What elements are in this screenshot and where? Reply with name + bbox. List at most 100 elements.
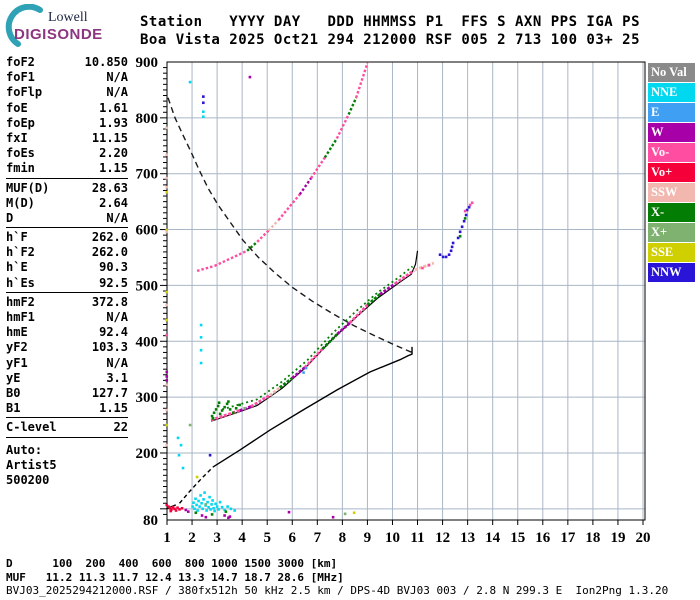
y-tick-label: 700 [136,167,159,183]
param-row-foe: foE 1.61 [6,101,128,116]
param-value: 1.61 [99,100,128,115]
param-row-foes: foEs 2.20 [6,146,128,161]
legend-item-nne: NNE [648,83,695,102]
param-label: h`F [6,230,28,245]
param-label: D [6,210,14,225]
header-line-1: Station YYYY DAY DDD HHMMSS P1 FFS S AXN… [140,14,641,30]
param-label: foFlp [6,85,43,100]
footer-muf-line: MUF 11.2 11.3 11.7 12.4 13.3 14.7 18.7 2… [6,570,344,584]
param-label: MUF(D) [6,180,50,195]
param-value: 372.8 [91,294,128,309]
param-row-foep: foEp 1.93 [6,116,128,131]
param-label: fxI [6,130,28,145]
param-label: foEs [6,146,35,161]
y-tick-label: 600 [136,223,159,239]
x-tick-label: 3 [213,530,221,546]
autoscaling-info: Auto: Artist5 500200 [6,443,128,489]
legend-item-x+: X+ [648,223,695,242]
footer-block: D 100 200 400 600 800 1000 1500 3000 [km… [6,557,668,598]
legend-item-e: E [648,103,695,122]
x-tick-label: 14 [485,530,501,546]
logo-lowell-text: Lowell [48,10,88,25]
param-group: C-level 22 [6,420,128,438]
x-tick-label: 20 [636,530,651,546]
auto-info-line: 500200 [6,473,50,488]
transmission-dashed-curve [167,97,413,354]
param-label: M(D) [6,195,35,210]
y-tick-label: 400 [136,334,159,350]
param-label: h`E [6,260,28,275]
param-value: 2.20 [99,146,128,161]
measurement-header: Station YYYY DAY DDD HHMMSS P1 FFS S AXN… [140,13,640,49]
param-value: 2.64 [99,195,128,210]
echo-scatter [165,75,474,520]
param-label: yF2 [6,340,28,355]
x-tick-label: 11 [410,530,424,546]
param-label: hmF1 [6,310,35,324]
param-row-h-f: h`F 262.0 [6,230,128,245]
param-label: foE [6,100,28,115]
param-row-fof1: foF1 N/A [6,70,128,85]
legend-item-ssw: SSW [648,183,695,202]
param-row-d: D N/A [6,211,128,226]
param-value: 3.1 [106,370,128,385]
direction-color-legend: No Val NNE E W Vo- Vo+ SSW X- X+ SSE NNW [648,63,695,283]
y-tick-label: 500 [136,278,159,294]
header-line-2: Boa Vista 2025 Oct21 294 212000 RSF 005 … [140,32,641,48]
param-label: yE [6,370,21,385]
param-row-fmin: fmin 1.15 [6,161,128,176]
x-tick-label: 12 [435,530,450,546]
param-row-c-level: C-level 22 [6,420,128,435]
param-label: C-level [6,420,57,435]
param-label: foEp [6,115,35,130]
param-row-hme: hmE 92.4 [6,325,128,340]
param-value: N/A [106,85,128,100]
x-tick-label: 13 [460,530,475,546]
param-row-ye: yE 3.1 [6,371,128,386]
param-label: hmF2 [6,294,35,309]
legend-item-x-: X- [648,203,695,222]
x-tick-label: 5 [263,530,271,546]
param-value: 90.3 [99,260,128,275]
true-height-profile [166,346,413,510]
param-value: 127.7 [91,385,128,400]
y-tick-label: 300 [136,390,159,406]
param-label: B1 [6,401,21,416]
plot-grid [167,62,645,520]
param-row-yf2: yF2 103.3 [6,340,128,355]
param-row-h-f2: h`F2 262.0 [6,245,128,260]
x-tick-label: 10 [385,530,400,546]
param-label: h`F2 [6,245,35,260]
y-tick-label: 200 [136,446,159,462]
param-value: 262.0 [91,245,128,260]
auto-info-line: Auto: [6,442,43,457]
auto-info-line: Artist5 [6,457,57,472]
legend-item-vo+: Vo+ [648,163,695,182]
footer-file-info-line: BVJ03_2025294212000.RSF / 380fx512h 50 k… [6,584,669,597]
x-tick-label: 6 [289,530,297,546]
x-tick-label: 7 [314,530,322,546]
param-row-foflp: foFlp N/A [6,85,128,100]
param-row-h-es: h`Es 92.5 [6,276,128,291]
param-group: foF2 10.850 foF1 N/A foFlp N/A foE 1.61 foEp 1.93… [6,55,128,179]
param-value: 10.850 [84,55,128,69]
param-row-b1: B1 1.15 [6,401,128,416]
param-label: B0 [6,385,21,400]
footer-distance-line: D 100 200 400 600 800 1000 1500 3000 [km… [6,557,338,570]
legend-item-w: W [648,123,695,142]
y-tick-label: 800 [136,111,159,127]
param-label: hmE [6,325,28,340]
x-tick-label: 1 [163,530,171,546]
param-value: 92.4 [99,325,128,340]
param-value: N/A [106,70,128,85]
param-group: hmF2 372.8 hmF1 N/A hmE 92.4 yF2 103.3 yF1 N/A yE 3… [6,295,128,419]
param-row-hmf1: hmF1 N/A [6,310,128,325]
legend-item-nnw: NNW [648,263,695,282]
x-tick-label: 16 [535,530,551,546]
param-label: fmin [6,161,35,176]
param-value: 22 [113,420,128,435]
digisonde-logo: Lowell DIGISONDE [4,4,134,50]
param-value: 92.5 [99,275,128,290]
